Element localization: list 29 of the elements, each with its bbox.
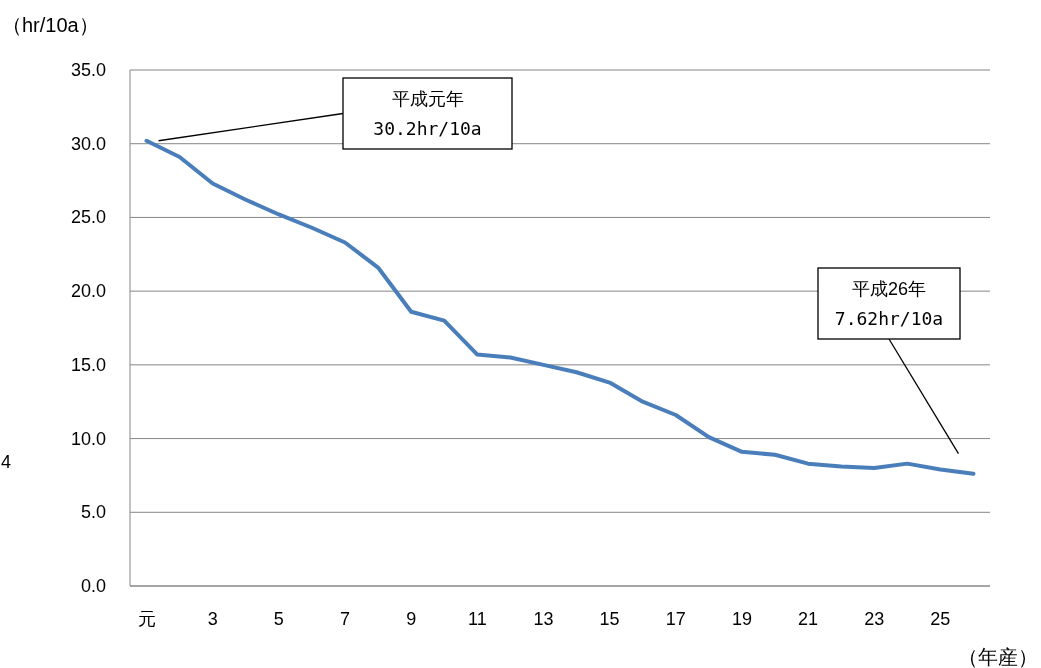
y-tick-label: 15.0 xyxy=(70,354,106,375)
x-tick-label: 元 xyxy=(137,609,156,629)
line-series xyxy=(144,138,976,476)
x-tick-label: 25 xyxy=(930,609,951,629)
annotation: 平成26年 7.62hr/10a xyxy=(834,279,944,329)
y-tick-label: 10.0 xyxy=(70,428,106,449)
callout: 平成元年 30.2hr/10a xyxy=(157,77,513,150)
x-tick-label: 23 xyxy=(864,609,885,629)
x-tick-label: 3 xyxy=(207,609,218,629)
y-tick-label: 5.0 xyxy=(80,502,106,523)
text: 4 xyxy=(1,452,12,472)
y-tick-label: 0.0 xyxy=(80,576,106,596)
x-tick-label: 9 xyxy=(406,609,417,629)
x-tick-label: 7 xyxy=(339,609,351,629)
y-tick-label: 25.0 xyxy=(70,207,106,228)
x-tick-label: 13 xyxy=(533,609,554,629)
y-tick-label: 30.0 xyxy=(70,133,106,154)
y-axis-title: （hr/10a） xyxy=(2,14,99,36)
x-axis-title: （年産） xyxy=(958,646,1038,668)
annotation: 平成元年 30.2hr/10a xyxy=(373,89,482,139)
x-tick-label: 15 xyxy=(599,609,620,629)
x-tick-label: 5 xyxy=(273,609,284,629)
x-tick-label: 19 xyxy=(731,609,752,629)
callout: 平成26年 7.62hr/10a xyxy=(817,267,961,455)
y-tick-label: 20.0 xyxy=(70,281,106,302)
x-tick-label: 11 xyxy=(467,609,487,629)
y-tick-label: 35.0 xyxy=(70,60,106,80)
x-tick-label: 17 xyxy=(665,609,686,629)
x-tick-label: 21 xyxy=(798,609,819,629)
